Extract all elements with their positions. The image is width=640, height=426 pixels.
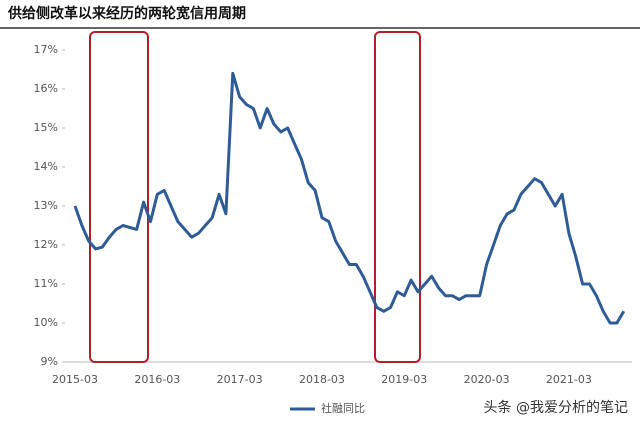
y-tick-label: 15% xyxy=(34,121,58,134)
x-tick-label: 2016-03 xyxy=(134,373,180,386)
x-tick-label: 2019-03 xyxy=(381,373,427,386)
highlight-box xyxy=(374,31,421,363)
y-tick-label: 11% xyxy=(34,277,58,290)
watermark: 头条 @我爱分析的笔记 xyxy=(484,399,628,416)
y-tick-label: 13% xyxy=(34,199,58,212)
y-tick-label: 10% xyxy=(34,316,58,329)
highlight-box xyxy=(89,31,149,363)
legend-label: 社融同比 xyxy=(321,401,365,415)
y-tick-label: 14% xyxy=(34,160,58,173)
y-tick-label: 17% xyxy=(34,43,58,56)
y-tick-label: 9% xyxy=(41,355,58,368)
x-tick-label: 2020-03 xyxy=(464,373,510,386)
y-tick-label: 12% xyxy=(34,238,58,251)
chart-title: 供给侧改革以来经历的两轮宽信用周期 xyxy=(7,5,246,22)
x-tick-label: 2021-03 xyxy=(546,373,592,386)
x-tick-label: 2017-03 xyxy=(217,373,263,386)
x-tick-label: 2015-03 xyxy=(52,373,98,386)
y-tick-label: 16% xyxy=(34,82,58,95)
series-line xyxy=(73,71,626,325)
x-tick-label: 2018-03 xyxy=(299,373,345,386)
